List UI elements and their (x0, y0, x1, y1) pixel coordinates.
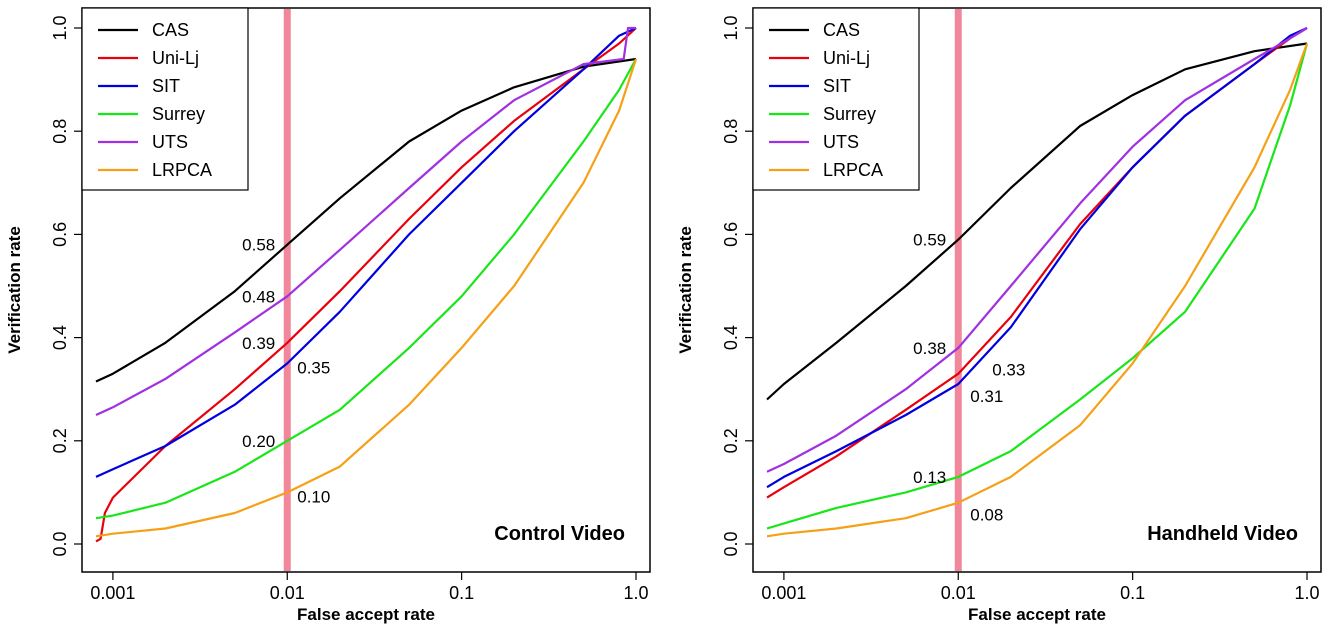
series-line-surrey (95, 58, 637, 520)
y-tick-label: 0.2 (50, 428, 70, 453)
x-tick-label: 0.1 (449, 583, 474, 603)
series-line-sit (766, 26, 1308, 489)
annotation-label: 0.08 (970, 506, 1003, 525)
legend-label: LRPCA (152, 160, 212, 180)
series-line-lrpca (766, 43, 1309, 538)
legend-label: Uni-Lj (152, 48, 199, 68)
legend-label: CAS (823, 20, 860, 40)
annotation-label: 0.31 (970, 387, 1003, 406)
annotation-label: 0.48 (242, 287, 275, 306)
y-tick-label: 1.0 (721, 15, 741, 40)
legend-label: Surrey (152, 104, 205, 124)
chart-panel-control-video: Control Video False accept rate Verifica… (5, 7, 651, 624)
series-line-uts (766, 27, 1308, 473)
reference-line-far-0.01 (954, 9, 962, 571)
legend-label: Uni-Lj (823, 48, 870, 68)
y-tick-label: 0.2 (721, 428, 741, 453)
annotation-label: 0.35 (297, 358, 330, 377)
annotation-label: 0.13 (913, 468, 946, 487)
series-line-cas (766, 42, 1308, 401)
annotation-label: 0.39 (242, 334, 275, 353)
reference-line-far-0.01 (283, 9, 291, 571)
series-line-uts (95, 26, 636, 417)
y-axis-title: Verification rate (5, 226, 24, 354)
legend-label: CAS (152, 20, 189, 40)
legend-label: SIT (152, 76, 180, 96)
x-tick-label: 0.01 (941, 583, 976, 603)
x-tick-label: 0.1 (1120, 583, 1145, 603)
y-tick-label: 0.6 (50, 222, 70, 247)
y-tick-label: 0.4 (721, 325, 741, 350)
series-line-surrey (766, 43, 1309, 530)
legend-label: UTS (823, 132, 859, 152)
annotation-label: 0.58 (242, 236, 275, 255)
annotation-label: 0.10 (297, 487, 330, 506)
y-tick-label: 0.0 (721, 531, 741, 556)
y-tick-label: 0.8 (721, 119, 741, 144)
annotation-label: 0.20 (242, 432, 275, 451)
y-tick-label: 0.8 (50, 119, 70, 144)
legend-label: UTS (152, 132, 188, 152)
legend-label: Surrey (823, 104, 876, 124)
annotation-label: 0.59 (913, 231, 946, 250)
legend-box (81, 7, 249, 191)
panel-title: Handheld Video (1147, 523, 1298, 545)
x-tick-label: 1.0 (1294, 583, 1319, 603)
x-tick-label: 0.001 (90, 583, 135, 603)
x-axis-title: False accept rate (297, 605, 435, 624)
x-tick-label: 0.01 (270, 583, 305, 603)
legend-label: SIT (823, 76, 851, 96)
y-tick-label: 1.0 (50, 15, 70, 40)
x-tick-label: 0.001 (761, 583, 806, 603)
legend-label: LRPCA (823, 160, 883, 180)
series-line-lrpca (95, 58, 638, 538)
y-axis-title: Verification rate (676, 226, 695, 354)
y-tick-label: 0.0 (50, 531, 70, 556)
annotation-label: 0.38 (913, 339, 946, 358)
series-line-uni-lj (95, 27, 637, 543)
annotation-label: 0.33 (992, 361, 1025, 380)
panel-title: Control Video (494, 523, 625, 545)
series-line-cas (95, 57, 637, 383)
y-tick-label: 0.6 (721, 222, 741, 247)
x-tick-label: 1.0 (623, 583, 648, 603)
y-tick-label: 0.4 (50, 325, 70, 350)
legend-box (752, 7, 920, 191)
chart-panel-handheld-video: Handheld Video False accept rate Verific… (676, 7, 1322, 624)
plot-frame (81, 7, 651, 573)
plot-frame (752, 7, 1322, 573)
x-axis-title: False accept rate (968, 605, 1106, 624)
